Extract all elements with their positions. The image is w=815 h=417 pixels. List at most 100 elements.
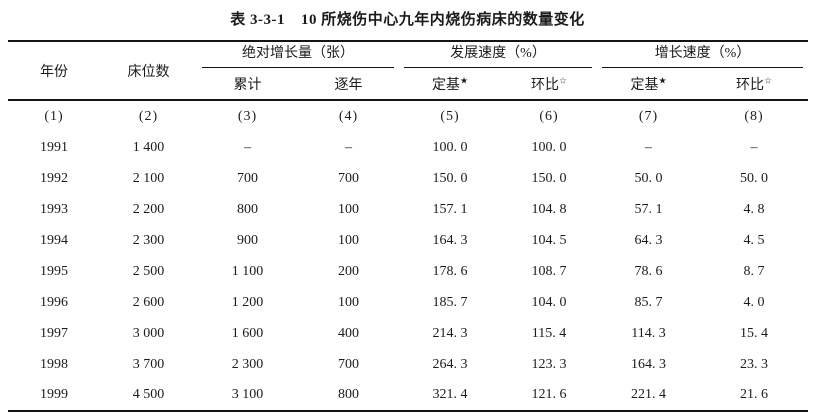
group-header-development-speed-label: 发展速度（%） xyxy=(404,42,593,68)
open-star-icon: ☆ xyxy=(763,74,773,85)
column-index-cell: (4) xyxy=(338,108,359,124)
table-cell: 2 300 xyxy=(231,356,264,372)
table-cell: 4. 0 xyxy=(743,294,765,310)
table-row: 1996 2 600 1 200 100 185. 7 104. 0 85. 7 4. 0 xyxy=(8,287,808,318)
column-index-cell: (5) xyxy=(440,108,460,124)
column-index-cell: (8) xyxy=(744,108,764,124)
table-cell: 23. 3 xyxy=(740,356,769,372)
table-cell: 1994 xyxy=(40,232,68,248)
table-cell: 4. 5 xyxy=(743,232,765,248)
subheader-label: 逐年 xyxy=(334,77,363,93)
subheader-label: 累计 xyxy=(233,77,262,93)
table-cell: 400 xyxy=(338,325,359,341)
group-header-absolute-growth: 绝对增长量（张） xyxy=(197,41,399,68)
table-cell: 50. 0 xyxy=(740,170,769,186)
table-cell: 1 600 xyxy=(231,325,264,341)
column-index-row: (1) (2) (3) (4) (5) (6) (7) (8) xyxy=(8,100,808,132)
table-header: 年份 床位数 绝对增长量（张） 发展速度（%） 增长速度（%） 累计 逐年 定基… xyxy=(8,41,809,100)
table-cell: – xyxy=(645,139,653,155)
filled-star-icon: ★ xyxy=(658,74,667,85)
table-cell: 3 700 xyxy=(132,356,165,372)
table-cell: 8. 7 xyxy=(743,263,765,279)
table-cell: 121. 6 xyxy=(531,387,567,402)
column-index-cell: (6) xyxy=(539,108,559,124)
group-header-development-speed: 发展速度（%） xyxy=(399,41,597,68)
table-cell: 64. 3 xyxy=(634,232,663,248)
table-cell: 150. 0 xyxy=(432,170,468,186)
subheader-label: 定基 xyxy=(630,77,659,93)
table-cell: 700 xyxy=(338,356,359,372)
table-cell: 200 xyxy=(338,263,359,279)
year-column-header: 年份 xyxy=(40,64,68,80)
table-cell: 114. 3 xyxy=(631,325,666,341)
table-cell: 221. 4 xyxy=(631,387,667,402)
table-cell: 2 500 xyxy=(132,263,165,279)
table-cell: 214. 3 xyxy=(432,325,468,341)
table-cell: 800 xyxy=(338,387,359,402)
subheader-fixed-base-growth: 定基★ xyxy=(597,68,700,100)
table-cell: 57. 1 xyxy=(634,201,663,217)
table-cell: 264. 3 xyxy=(432,356,468,372)
table-cell: 78. 6 xyxy=(634,263,663,279)
table-cell: 21. 6 xyxy=(740,387,769,402)
table-cell: 1998 xyxy=(40,356,68,372)
subheader-label: 环比 xyxy=(530,77,559,93)
subheader-yearly: 逐年 xyxy=(298,68,399,100)
table-cell: 123. 3 xyxy=(531,356,567,372)
table-cell: 321. 4 xyxy=(432,387,468,402)
table-cell: 1 200 xyxy=(231,294,264,310)
table-cell: 100. 0 xyxy=(531,139,567,155)
filled-star-icon: ★ xyxy=(459,74,469,85)
table-cell: 164. 3 xyxy=(631,356,667,372)
column-index-cell: (7) xyxy=(638,108,659,124)
column-index-cell: (1) xyxy=(44,108,64,124)
table-cell: 100. 0 xyxy=(432,139,468,155)
table-cell: 157. 1 xyxy=(432,201,468,217)
table-cell: 185. 7 xyxy=(432,294,468,310)
table-number: 表 3-3-1 xyxy=(230,12,285,28)
table-cell: 2 200 xyxy=(132,201,165,217)
table-cell: 900 xyxy=(237,232,258,248)
table-cell: 700 xyxy=(237,170,258,186)
table-row: 1991 1 400 – – 100. 0 100. 0 – – xyxy=(8,132,808,163)
table-cell: 1995 xyxy=(40,263,68,279)
table-cell: 1996 xyxy=(40,294,68,310)
table-cell: – xyxy=(750,139,758,155)
table-cell: 178. 6 xyxy=(432,263,468,279)
column-index-cell: (2) xyxy=(138,108,159,124)
table-cell: 3 000 xyxy=(132,325,165,341)
table-cell: 50. 0 xyxy=(634,170,663,186)
table-row: 1999 4 500 3 100 800 321. 4 121. 6 221. 4 21. 6 xyxy=(8,380,808,411)
subheader-chain-dev: 环比☆ xyxy=(501,68,597,100)
table-cell: 85. 7 xyxy=(634,294,663,310)
table-cell: 3 100 xyxy=(231,387,264,402)
table-cell: 108. 7 xyxy=(531,263,567,279)
table-body: (1) (2) (3) (4) (5) (6) (7) (8) 1991 1 400 – – 100. … xyxy=(8,100,808,411)
table-cell: 150. 0 xyxy=(531,170,567,186)
table-row: 1995 2 500 1 100 200 178. 6 108. 7 78. 6 8. 7 xyxy=(8,256,808,287)
table-cell: 104. 0 xyxy=(531,294,567,310)
subheader-label: 环比 xyxy=(735,77,764,93)
table-cell: 1997 xyxy=(40,325,68,341)
table-cell: 2 100 xyxy=(132,170,165,186)
subheader-cumulative: 累计 xyxy=(197,68,298,100)
table-cell: 104. 8 xyxy=(531,201,567,217)
table-title-text: 10 所烧伤中心九年内烧伤病床的数量变化 xyxy=(300,12,585,28)
table-cell: 1991 xyxy=(40,139,68,155)
table-cell: 700 xyxy=(338,170,359,186)
table-cell: 115. 4 xyxy=(531,325,567,341)
statistics-table: 年份 床位数 绝对增长量（张） 发展速度（%） 增长速度（%） 累计 逐年 定基… xyxy=(8,40,809,412)
subheader-chain-growth: 环比☆ xyxy=(700,68,808,100)
table-row: 1992 2 100 700 700 150. 0 150. 0 50. 0 50. 0 xyxy=(8,163,808,194)
table-cell: – xyxy=(244,139,251,155)
subheader-label: 定基 xyxy=(431,77,460,93)
table-cell: 4. 8 xyxy=(743,201,765,217)
table-cell: 100 xyxy=(338,232,359,248)
table-cell: 164. 3 xyxy=(432,232,468,248)
group-header-growth-speed-label: 增长速度（%） xyxy=(602,42,804,68)
table-cell: – xyxy=(345,139,352,155)
table-cell: 100 xyxy=(338,201,359,217)
table-cell: 1 100 xyxy=(231,263,264,279)
table-cell: 800 xyxy=(237,201,258,217)
table-cell: 1993 xyxy=(40,201,68,217)
